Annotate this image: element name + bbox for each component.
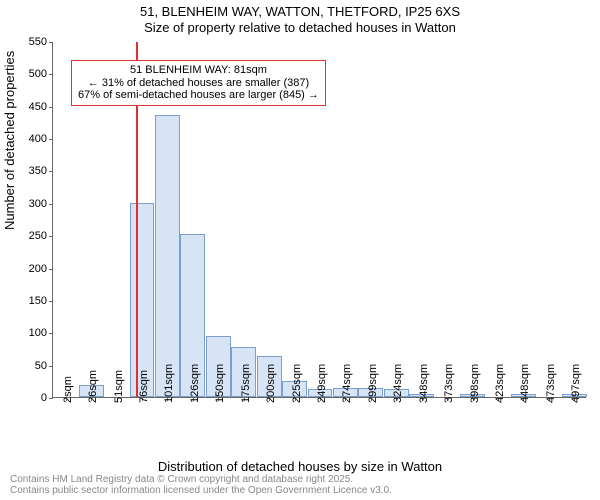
- y-tick-label: 400: [7, 133, 53, 145]
- y-tick-label: 550: [7, 36, 53, 48]
- x-tick-label: 26sqm: [87, 370, 99, 403]
- annotation-line: ← 31% of detached houses are smaller (38…: [78, 77, 319, 90]
- x-tick-label: 373sqm: [443, 364, 455, 403]
- x-tick-label: 175sqm: [240, 364, 252, 403]
- y-tick-label: 50: [7, 360, 53, 372]
- x-tick-label: 225sqm: [291, 364, 303, 403]
- x-tick-label: 200sqm: [265, 364, 277, 403]
- x-tick-label: 76sqm: [138, 370, 150, 403]
- x-tick-label: 51sqm: [113, 370, 125, 403]
- y-tick-mark: [49, 204, 53, 205]
- y-tick-mark: [49, 333, 53, 334]
- annotation-line: 67% of semi-detached houses are larger (…: [78, 89, 319, 102]
- caption-line-2: Contains public sector information licen…: [10, 485, 590, 496]
- caption: Contains HM Land Registry data © Crown c…: [10, 474, 590, 496]
- x-tick-label: 473sqm: [545, 364, 557, 403]
- y-tick-label: 150: [7, 295, 53, 307]
- x-tick-label: 249sqm: [316, 364, 328, 403]
- y-tick-label: 500: [7, 68, 53, 80]
- y-tick-mark: [49, 171, 53, 172]
- y-tick-label: 450: [7, 101, 53, 113]
- y-tick-mark: [49, 74, 53, 75]
- title-line-1: 51, BLENHEIM WAY, WATTON, THETFORD, IP25…: [0, 4, 600, 19]
- y-tick-mark: [49, 398, 53, 399]
- y-tick-label: 300: [7, 198, 53, 210]
- figure: { "title_line1": "51, BLENHEIM WAY, WATT…: [0, 0, 600, 500]
- annotation-box: 51 BLENHEIM WAY: 81sqm← 31% of detached …: [71, 60, 326, 106]
- y-tick-mark: [49, 366, 53, 367]
- x-tick-label: 324sqm: [392, 364, 404, 403]
- x-tick-label: 497sqm: [570, 364, 582, 403]
- x-tick-label: 398sqm: [469, 364, 481, 403]
- y-tick-mark: [49, 42, 53, 43]
- y-tick-mark: [49, 236, 53, 237]
- chart-titles: 51, BLENHEIM WAY, WATTON, THETFORD, IP25…: [0, 4, 600, 35]
- plot-area: 0501001502002503003504004505005502sqm26s…: [52, 42, 586, 398]
- x-axis-label: Distribution of detached houses by size …: [0, 459, 600, 474]
- x-tick-label: 274sqm: [341, 364, 353, 403]
- x-tick-label: 150sqm: [214, 364, 226, 403]
- x-tick-label: 348sqm: [418, 364, 430, 403]
- caption-line-1: Contains HM Land Registry data © Crown c…: [10, 474, 590, 485]
- y-tick-label: 250: [7, 230, 53, 242]
- histogram-bar: [155, 115, 180, 397]
- annotation-line: 51 BLENHEIM WAY: 81sqm: [78, 64, 319, 77]
- y-tick-mark: [49, 301, 53, 302]
- x-tick-label: 423sqm: [494, 364, 506, 403]
- x-tick-label: 299sqm: [367, 364, 379, 403]
- y-tick-label: 100: [7, 327, 53, 339]
- y-tick-mark: [49, 139, 53, 140]
- x-tick-label: 448sqm: [519, 364, 531, 403]
- x-tick-label: 126sqm: [189, 364, 201, 403]
- y-tick-label: 200: [7, 263, 53, 275]
- title-line-2: Size of property relative to detached ho…: [0, 20, 600, 35]
- y-tick-label: 350: [7, 165, 53, 177]
- x-tick-label: 2sqm: [62, 376, 74, 403]
- histogram-bar: [130, 203, 155, 397]
- y-tick-mark: [49, 269, 53, 270]
- y-tick-mark: [49, 107, 53, 108]
- x-tick-label: 101sqm: [163, 364, 175, 403]
- y-tick-label: 0: [7, 392, 53, 404]
